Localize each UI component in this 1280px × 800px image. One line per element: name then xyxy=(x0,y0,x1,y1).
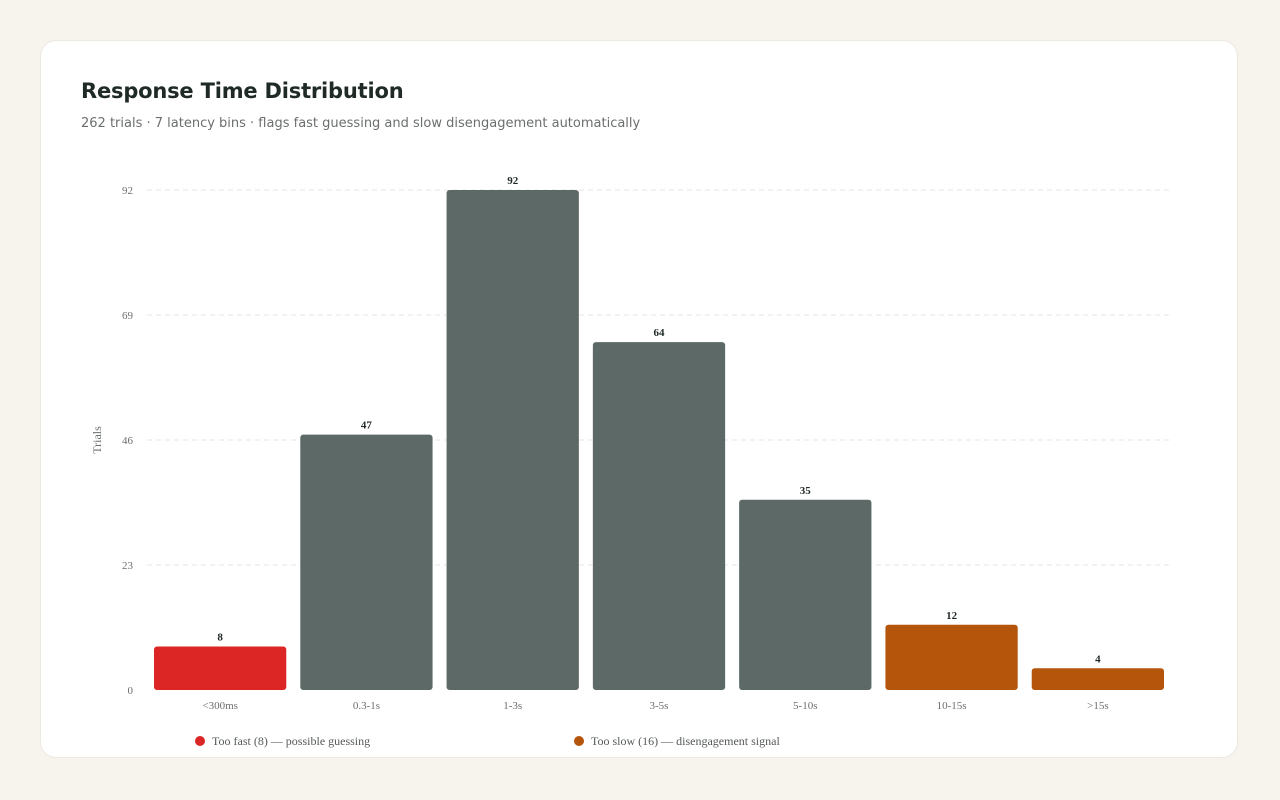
x-tick-label: <300ms xyxy=(202,700,238,712)
page-title: Response Time Distribution xyxy=(81,79,404,103)
bar-4[interactable] xyxy=(739,499,872,690)
y-tick-label: 0 xyxy=(128,685,134,697)
y-tick-label: 92 xyxy=(122,185,133,197)
bar-2[interactable] xyxy=(446,190,579,690)
bar-5[interactable] xyxy=(885,624,1018,690)
legend-label: Too slow (16) — disengagement signal xyxy=(591,734,780,748)
bar-value-label: 8 xyxy=(217,632,223,644)
bar-value-label: 4 xyxy=(1095,653,1101,665)
response-time-chart: 0 23 46 69 92 Trials 8 47 92 64 35 12 4 <300ms 0.3-1… xyxy=(90,175,1171,748)
y-tick-label: 69 xyxy=(122,310,134,322)
x-tick-label: 1-3s xyxy=(503,700,522,712)
bar-3[interactable] xyxy=(592,342,726,690)
legend: Too fast (8) — possible guessing Too slow… xyxy=(195,734,780,748)
legend-swatch xyxy=(574,736,584,746)
x-tick-label: 10-15s xyxy=(937,700,967,712)
bar-value-label: 35 xyxy=(800,485,812,497)
legend-label: Too fast (8) — possible guessing xyxy=(212,734,370,748)
legend-item-slow[interactable]: Too slow (16) — disengagement signal xyxy=(574,734,780,748)
bar-value-label: 12 xyxy=(946,610,958,622)
page-subtitle: 262 trials · 7 latency bins · flags fast… xyxy=(81,116,641,131)
y-tick-label: 46 xyxy=(122,435,134,447)
bar-0[interactable] xyxy=(154,646,287,690)
legend-swatch xyxy=(195,736,205,746)
legend-item-fast[interactable]: Too fast (8) — possible guessing xyxy=(195,734,370,748)
x-tick-label: 5-10s xyxy=(793,700,817,712)
x-tick-label: >15s xyxy=(1087,700,1108,712)
y-axis-title: Trials xyxy=(90,426,104,454)
bar-value-label: 64 xyxy=(654,327,666,339)
x-tick-label: 0.3-1s xyxy=(353,700,380,712)
x-tick-label: 3-5s xyxy=(650,700,669,712)
bars: 8 47 92 64 35 12 4 xyxy=(154,175,1164,690)
bar-1[interactable] xyxy=(300,434,433,690)
bar-value-label: 47 xyxy=(361,420,373,432)
chart-card: Response Time Distribution 262 trials · … xyxy=(40,40,1238,758)
x-axis: <300ms 0.3-1s 1-3s 3-5s 5-10s 10-15s >15s xyxy=(202,700,1108,712)
bar-6[interactable] xyxy=(1031,668,1164,690)
bar-value-label: 92 xyxy=(507,175,519,187)
y-tick-label: 23 xyxy=(122,560,134,572)
y-axis: 0 23 46 69 92 Trials xyxy=(90,185,134,697)
